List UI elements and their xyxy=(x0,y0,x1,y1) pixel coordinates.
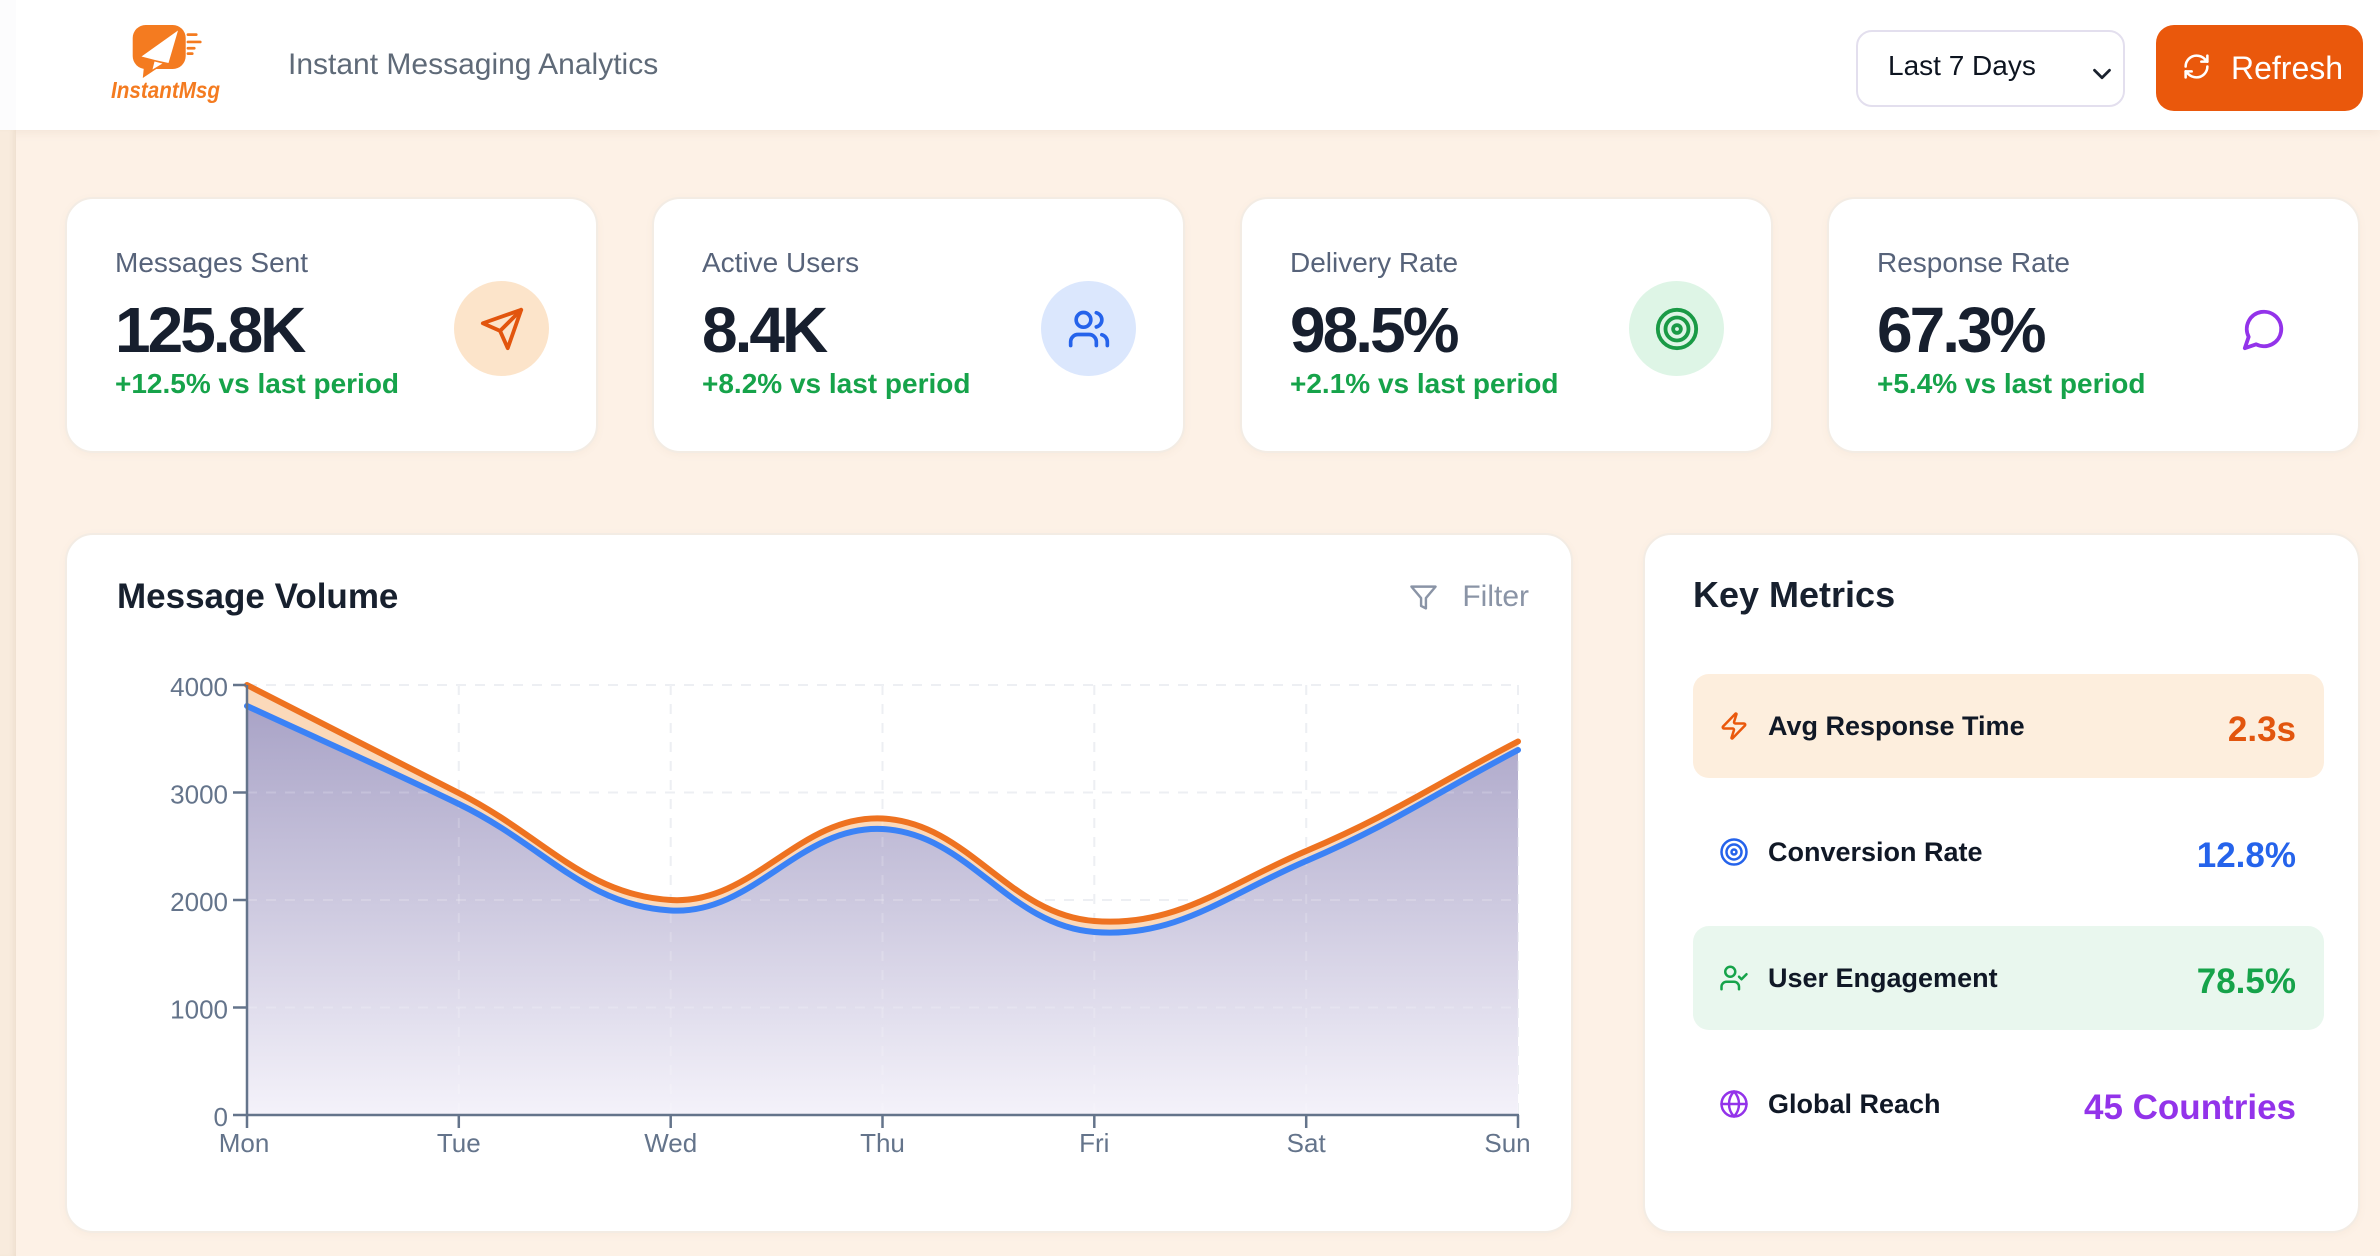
svg-text:2000: 2000 xyxy=(170,887,228,917)
svg-text:Fri: Fri xyxy=(1079,1128,1109,1158)
svg-text:Sun: Sun xyxy=(1484,1128,1530,1158)
svg-text:0: 0 xyxy=(214,1102,228,1132)
svg-text:3000: 3000 xyxy=(170,780,228,810)
svg-text:InstantMsg: InstantMsg xyxy=(111,77,220,103)
svg-text:Tue: Tue xyxy=(437,1128,481,1158)
svg-text:Mon: Mon xyxy=(219,1128,270,1158)
svg-text:1000: 1000 xyxy=(170,995,228,1025)
svg-text:Wed: Wed xyxy=(644,1128,697,1158)
svg-text:Sat: Sat xyxy=(1287,1128,1327,1158)
svg-text:4000: 4000 xyxy=(170,672,228,702)
svg-text:Thu: Thu xyxy=(860,1128,905,1158)
